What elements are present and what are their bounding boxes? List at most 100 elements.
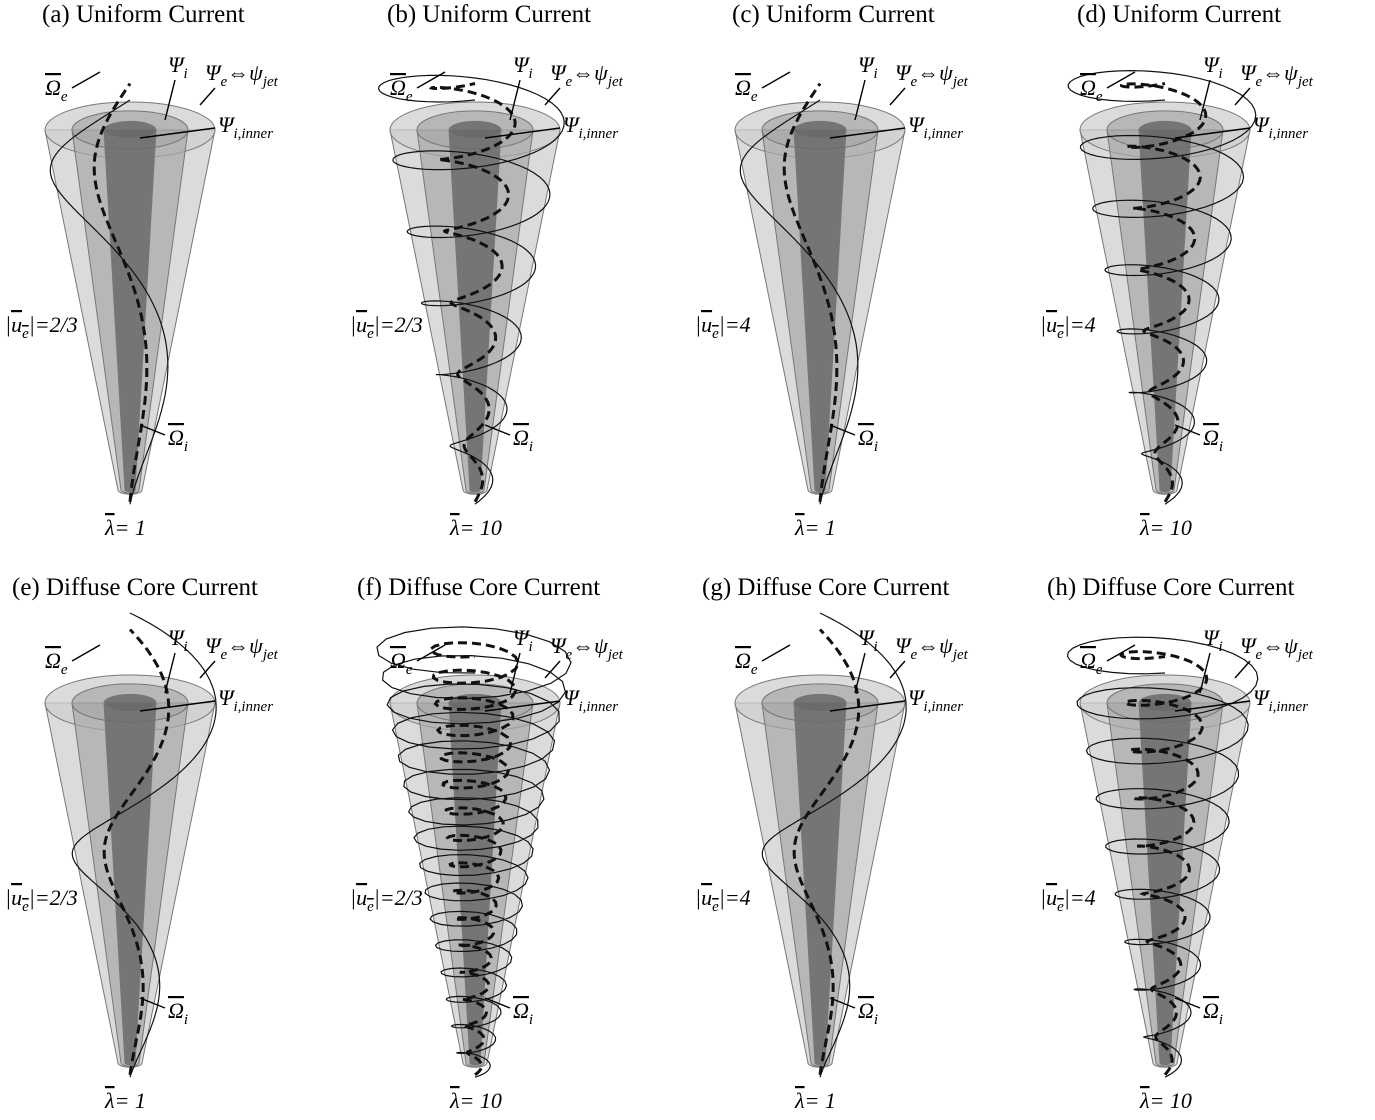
panel: (d) Uniform CurrentΩeΨiΨe⇔ψjetΨi,inner|u… [1040,1,1314,540]
psi-e-jet-label: Ψe⇔ψjet [895,633,969,663]
psi-e-jet-label-part: jet [606,74,624,90]
psi-i-label-part: i [528,66,532,82]
psi-e-jet-label: Ψe⇔ψjet [205,633,279,663]
psi-e-jet-label-part: ⇔ [572,633,594,658]
psi-inner-label-part: i,inner [1268,699,1308,715]
psi-i-label-part: i [183,66,187,82]
psi-e-jet-label-part: jet [951,74,969,90]
psi-inner-label: Ψi,inner [1253,685,1308,715]
psi-e-jet-label-part: ψ [249,633,263,658]
inner-core-top [104,121,156,138]
lambda-label-part: λ [449,515,460,540]
u-e-label-part: =4 [1070,885,1096,910]
psi-e-jet-label-part: ψ [1284,60,1298,85]
u-e-label: |ue|=4 [1040,885,1096,915]
psi-e-jet-label-part: jet [1296,647,1314,663]
psi-e-jet-label-part: ⇔ [572,60,594,85]
lambda-label: λ= 1 [104,515,146,540]
psi-e-jet-label-part: ψ [1284,633,1298,658]
u-e-label: |ue|=4 [695,885,751,915]
psi-inner-label-part: i,inner [923,126,963,142]
panel: (h) Diffuse Core CurrentΩeΨiΨe⇔ψjetΨi,in… [1040,574,1314,1113]
lambda-label-part: = 1 [805,515,836,540]
inner-core-top [794,694,846,711]
omega-i-label: Ωi [1203,425,1223,455]
psi-i-label: Ψi [858,625,878,655]
lambda-label-part: = 1 [115,515,146,540]
panel-title: (g) Diffuse Core Current [702,574,949,601]
panel-title: (f) Diffuse Core Current [357,574,600,601]
u-e-label: |ue|=4 [1040,312,1096,342]
omega-i-label-part: i [529,1012,533,1028]
psi-i-label: Ψi [513,52,533,82]
psi-e-jet-label-part: ψ [939,633,953,658]
u-e-label-part: =2/3 [380,312,423,337]
omega-i-label-part: i [529,439,533,455]
omega-e-label-part: Ω [1080,648,1096,673]
leader-line [72,72,100,88]
leader-line [200,88,215,105]
omega-i-label-part: Ω [858,998,874,1023]
psi-inner-label-part: i,inner [1268,126,1308,142]
psi-e-jet-label-part: jet [261,74,279,90]
omega-i-label-part: Ω [513,998,529,1023]
psi-inner-label: Ψi,inner [218,112,273,142]
psi-e-jet-label-part: jet [606,647,624,663]
omega-e-label-part: Ω [390,75,406,100]
u-e-label-part: =2/3 [35,885,78,910]
inner-core-top [794,121,846,138]
u-e-label: |ue|=4 [695,312,751,342]
psi-e-jet-label-part: ψ [939,60,953,85]
omega-i-label: Ωi [513,998,533,1028]
u-e-label-part: u [11,885,22,910]
lambda-label-part: λ [794,515,805,540]
psi-e-jet-label-part: ⇔ [227,633,249,658]
omega-i-label-part: i [184,1012,188,1028]
psi-i-label-part: i [873,66,877,82]
psi-e-jet-label-part: ψ [249,60,263,85]
psi-i-label: Ψi [168,625,188,655]
psi-inner-label: Ψi,inner [218,685,273,715]
omega-e-label-part: Ω [45,648,61,673]
lambda-label-part: λ [104,515,115,540]
omega-e-label-part: e [1096,89,1103,105]
omega-e-label: Ωe [390,648,413,678]
lambda-label-part: = 1 [805,1088,836,1113]
u-e-label: |ue|=2/3 [5,885,78,915]
leader-line [890,88,905,105]
u-e-label: |ue|=2/3 [5,312,78,342]
psi-e-jet-label: Ψe⇔ψjet [1240,60,1314,90]
psi-inner-label-part: i,inner [233,126,273,142]
panel: (f) Diffuse Core CurrentΩeΨiΨe⇔ψjetΨi,in… [350,574,624,1113]
u-e-label-part: =4 [1070,312,1096,337]
lambda-label-part: = 1 [115,1088,146,1113]
psi-e-jet-label-part: jet [951,647,969,663]
figure: (a) Uniform CurrentΩeΨiΨe⇔ψjetΨi,inner|u… [0,0,1375,1120]
lambda-label: λ= 1 [794,1088,836,1113]
lambda-label-part: λ [1139,1088,1150,1113]
psi-e-jet-label-part: ψ [594,60,608,85]
u-e-label-part: u [701,312,712,337]
inner-core-top [449,121,501,138]
lambda-label: λ= 10 [449,1088,502,1113]
omega-i-label: Ωi [858,998,878,1028]
omega-e-label-part: e [61,89,68,105]
omega-i-label-part: Ω [168,425,184,450]
psi-e-jet-label-part: jet [1296,74,1314,90]
omega-e-label-part: Ω [390,648,406,673]
psi-i-label: Ψi [513,625,533,655]
lambda-label: λ= 10 [449,515,502,540]
leader-line [72,645,100,661]
psi-i-label: Ψi [168,52,188,82]
psi-i-label-part: i [1218,66,1222,82]
psi-inner-label-part: i,inner [923,699,963,715]
panel: (e) Diffuse Core CurrentΩeΨiΨe⇔ψjetΨi,in… [5,574,279,1113]
omega-e-label-part: Ω [735,648,751,673]
u-e-label-part: u [1046,312,1057,337]
inner-core-top [104,694,156,711]
omega-e-label: Ωe [735,75,758,105]
omega-i-label-part: i [874,1012,878,1028]
lambda-label-part: = 10 [1150,1088,1192,1113]
psi-e-jet-label: Ψe⇔ψjet [205,60,279,90]
u-e-label-part: =4 [725,885,751,910]
